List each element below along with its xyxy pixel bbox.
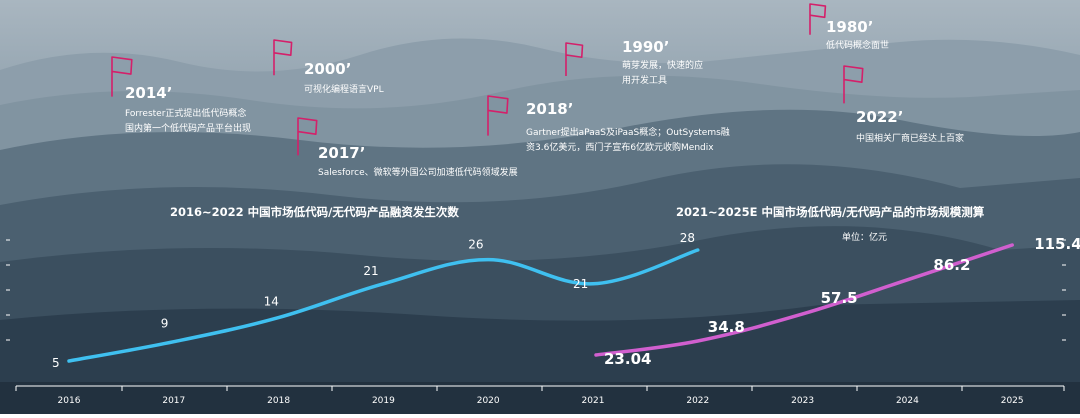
x-tick-label: 2019 [372,396,395,406]
x-tick-label: 2025 [1001,396,1024,406]
x-tick-label: 2023 [791,396,814,406]
milestone-year: 1990’ [622,38,669,56]
x-tick-label: 2020 [477,396,500,406]
data-label: 34.8 [708,318,745,336]
data-label: 5 [52,356,60,370]
chart-title-market-size: 2021~2025E 中国市场低代码/无代码产品的市场规模测算 [676,205,985,219]
data-label: 14 [264,295,279,309]
x-tick-label: 2021 [582,396,605,406]
data-label: 9 [161,317,169,331]
x-tick-label: 2017 [162,396,185,406]
milestone-description: 国内第一个低代码产品平台出现 [125,122,251,134]
x-tick-label: 2024 [896,396,919,406]
chart-subtitle-unit: 单位：亿元 [842,231,887,243]
milestone-description: 可视化编程语言VPL [304,83,384,95]
data-label: 26 [468,238,483,252]
chart-title-financing: 2016~2022 中国市场低代码/无代码产品融资发生次数 [170,205,459,219]
x-tick-label: 2018 [267,396,290,406]
milestone-description: Salesforce、微软等外国公司加速低代码领域发展 [318,166,518,178]
data-label: 21 [363,264,378,278]
milestone-description: 用开发工具 [622,74,667,86]
milestone-year: 1980’ [826,18,873,36]
x-tick-label: 2022 [686,396,709,406]
x-tick-label: 2016 [58,396,81,406]
data-label: 115.4 [1034,235,1080,253]
milestone-year: 2017’ [318,144,365,162]
milestone-description: Forrester正式提出低代码概念 [125,107,246,119]
milestone-description: 中国相关厂商已经达上百家 [856,132,964,144]
milestone-year: 2022’ [856,108,903,126]
milestone-description: Gartner提出aPaaS及iPaaS概念；OutSystems融 [526,126,730,138]
data-label: 28 [680,231,695,245]
milestone-year: 2018’ [526,100,573,118]
milestone-year: 2014’ [125,84,172,102]
milestone-description: 低代码概念面世 [826,39,889,51]
milestone-year: 2000’ [304,60,351,78]
data-label: 86.2 [933,256,970,274]
data-label: 23.04 [604,350,651,368]
data-label: 57.5 [821,289,858,307]
milestone-description: 资3.6亿美元，西门子宣布6亿欧元收购Mendix [526,141,714,153]
data-label: 21 [573,277,588,291]
milestone-description: 萌芽发展，快速的应 [622,59,703,71]
